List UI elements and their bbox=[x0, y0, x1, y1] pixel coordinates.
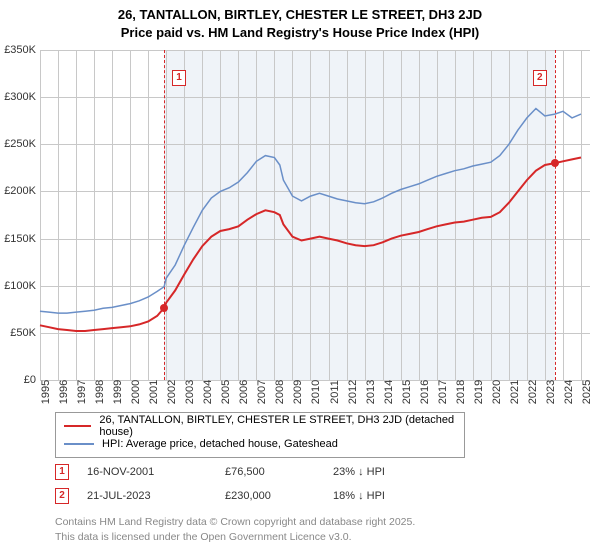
y-tick-label: £200K bbox=[0, 185, 36, 197]
y-tick-label: £100K bbox=[0, 280, 36, 292]
y-tick-label: £50K bbox=[0, 327, 36, 339]
footer: Contains HM Land Registry data © Crown c… bbox=[55, 515, 415, 545]
sale-date: 21-JUL-2023 bbox=[87, 490, 207, 502]
y-tick-label: £350K bbox=[0, 44, 36, 56]
sale-diff: 23% ↓ HPI bbox=[333, 466, 433, 478]
legend-swatch bbox=[64, 425, 91, 427]
sale-price: £76,500 bbox=[225, 466, 315, 478]
series-hpi bbox=[40, 50, 590, 380]
chart-plot-area: £0£50K£100K£150K£200K£250K£300K£350K1995… bbox=[40, 50, 590, 380]
legend-label: 26, TANTALLON, BIRTLEY, CHESTER LE STREE… bbox=[99, 414, 456, 438]
sale-diff: 18% ↓ HPI bbox=[333, 490, 433, 502]
sale-row-marker: 1 bbox=[55, 464, 69, 480]
title-line-1: 26, TANTALLON, BIRTLEY, CHESTER LE STREE… bbox=[118, 7, 482, 22]
sale-row: 1 16-NOV-2001 £76,500 23% ↓ HPI bbox=[55, 460, 433, 484]
y-tick-label: £250K bbox=[0, 138, 36, 150]
y-tick-label: £0 bbox=[0, 374, 36, 386]
chart-container: 26, TANTALLON, BIRTLEY, CHESTER LE STREE… bbox=[0, 0, 600, 560]
sales-table: 1 16-NOV-2001 £76,500 23% ↓ HPI 2 21-JUL-2023… bbox=[55, 460, 433, 508]
sale-price: £230,000 bbox=[225, 490, 315, 502]
footer-line-2: This data is licensed under the Open Gov… bbox=[55, 531, 352, 543]
y-tick-label: £150K bbox=[0, 233, 36, 245]
legend: 26, TANTALLON, BIRTLEY, CHESTER LE STREE… bbox=[55, 412, 465, 458]
legend-label: HPI: Average price, detached house, Gate… bbox=[102, 438, 338, 450]
chart-title: 26, TANTALLON, BIRTLEY, CHESTER LE STREE… bbox=[0, 0, 600, 42]
title-line-2: Price paid vs. HM Land Registry's House … bbox=[121, 25, 480, 40]
y-tick-label: £300K bbox=[0, 91, 36, 103]
footer-line-1: Contains HM Land Registry data © Crown c… bbox=[55, 516, 415, 528]
legend-swatch bbox=[64, 443, 94, 445]
sale-row: 2 21-JUL-2023 £230,000 18% ↓ HPI bbox=[55, 484, 433, 508]
sale-date: 16-NOV-2001 bbox=[87, 466, 207, 478]
sale-row-marker: 2 bbox=[55, 488, 69, 504]
legend-row: 26, TANTALLON, BIRTLEY, CHESTER LE STREE… bbox=[64, 417, 456, 435]
